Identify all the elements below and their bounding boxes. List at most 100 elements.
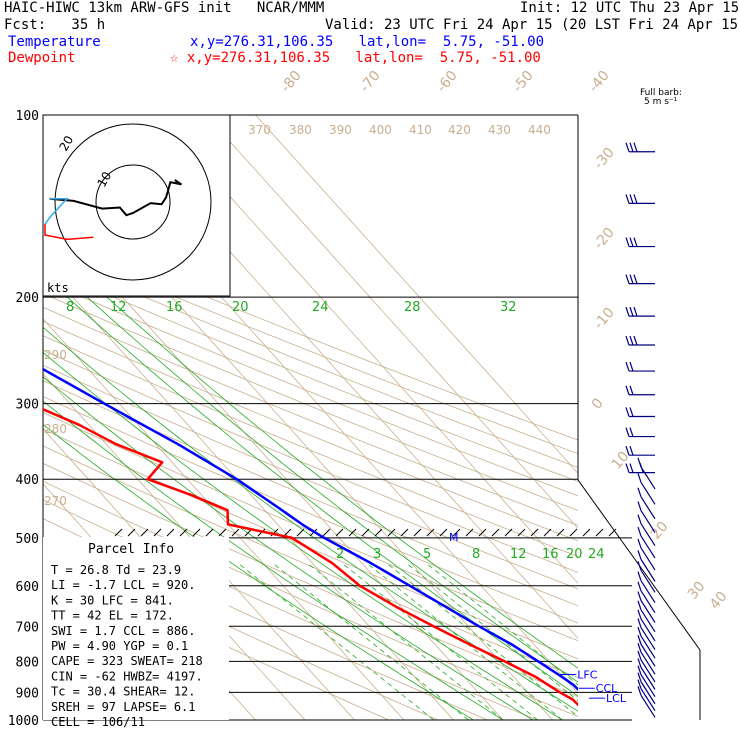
- wind-barb-flag: [629, 445, 634, 456]
- pressure-label-200: 200: [16, 291, 39, 306]
- level-label-ccl: CCL: [596, 682, 618, 695]
- hatch-mark: [192, 528, 201, 537]
- wind-barb-flag: [637, 526, 642, 537]
- parcel-info-row-6: CAPE = 323 SWEAT= 218: [51, 654, 203, 668]
- temp-label-12: 40: [707, 589, 731, 613]
- dry-adiabat: [43, 335, 578, 557]
- theta-e-label-0: 8: [66, 300, 74, 315]
- wind-barb-flag: [637, 487, 642, 497]
- wind-barb-flag: [637, 672, 642, 682]
- wind-barb-flag: [629, 463, 634, 473]
- temp-label-1: -70: [357, 68, 384, 96]
- wind-barb-flag: [629, 306, 634, 317]
- hatch-mark: [413, 528, 422, 537]
- freezing-level-marker: M: [449, 531, 459, 544]
- hatch-mark: [374, 528, 383, 537]
- wind-barb-staff: [640, 510, 656, 533]
- wind-barb-flag: [629, 274, 634, 284]
- hatch-mark: [491, 528, 500, 537]
- wind-barb-staff: [640, 643, 656, 667]
- theta-label-6: 430: [488, 123, 511, 137]
- temp-label-5: -30: [591, 145, 618, 173]
- wind-barb-flag: [633, 194, 638, 204]
- wind-barb-staff: [640, 547, 656, 571]
- parcel-info-row-0: T = 26.8 Td = 23.9: [51, 563, 181, 577]
- mixing-ratio-label-4: 12: [510, 547, 527, 562]
- wind-barb-flag: [629, 194, 634, 204]
- dewpoint-label: Dewpoint: [8, 50, 76, 66]
- pressure-label-600: 600: [16, 580, 39, 595]
- parcel-info-box: Parcel Info T = 26.8 Td = 23.9LI = -1.7 L…: [43, 537, 229, 729]
- hatch-mark: [439, 528, 448, 537]
- wind-barb-flag: [633, 306, 638, 317]
- wind-barb-flag: [637, 473, 642, 483]
- temp-label-7: -10: [591, 305, 618, 333]
- hatch-mark: [556, 528, 565, 537]
- hatch-mark: [465, 528, 474, 537]
- hatch-mark: [452, 528, 461, 537]
- temperature-position: x,y=276.31,106.35 lat,lon= 5.75, -51.00: [190, 34, 545, 50]
- hodograph-trace-lower: [44, 224, 94, 241]
- hodo-unit-label: kts: [47, 281, 69, 295]
- wind-barb-flag: [625, 385, 630, 395]
- theta-label-2: 390: [329, 123, 352, 137]
- wind-barb-flag: [629, 335, 634, 346]
- temp-label-4: -40: [586, 68, 613, 96]
- wind-barb-flag: [637, 635, 642, 645]
- isotherm-line: [205, 115, 578, 529]
- mixing-ratio-line: [306, 562, 504, 720]
- hodograph-trace: [49, 179, 182, 217]
- temperature-profile: [43, 367, 578, 692]
- theta-label-0: 370: [248, 123, 271, 137]
- wind-barb-flag: [637, 581, 642, 591]
- hodo-ring-label-20: 20: [56, 133, 76, 153]
- dry-adiabat: [43, 306, 578, 526]
- dry-adiabat: [43, 266, 578, 482]
- level-labels: ELLFCCCLLCLM: [449, 531, 627, 705]
- theta-e-label-3: 20: [232, 300, 249, 315]
- theta-labels: 370 380 390 400 410 420 430 440 290 280 270: [44, 123, 551, 508]
- pressure-label-700: 700: [16, 620, 39, 635]
- theta-label-10: 270: [44, 494, 67, 508]
- wind-barb-staff: [640, 535, 656, 559]
- dry-adiabat: [43, 364, 578, 590]
- temp-label-0: -80: [278, 68, 305, 96]
- wind-barb-flag: [625, 142, 630, 152]
- temp-label-9: 10: [609, 449, 633, 473]
- dewpoint-profile: [43, 407, 578, 707]
- wind-barb-flag: [625, 274, 630, 284]
- isotherm-line: [255, 115, 578, 474]
- hatch-mark: [179, 528, 188, 537]
- dry-adiabat: [43, 240, 578, 455]
- wind-barb-flag: [629, 385, 634, 395]
- hatch-mark: [543, 528, 552, 537]
- wind-barb-flag: [637, 642, 642, 653]
- wind-barb-staff: [640, 681, 656, 705]
- hatch-mark: [166, 528, 175, 537]
- hatch-mark: [504, 528, 513, 537]
- pressure-label-400: 400: [16, 473, 39, 488]
- temp-label-11: 30: [685, 579, 709, 603]
- parcel-info-row-5: PW = 4.90 YGP = 0.1: [51, 639, 188, 653]
- dry-adiabat: [43, 412, 578, 642]
- hatch-mark: [400, 528, 409, 537]
- theta-label-1: 380: [289, 123, 312, 137]
- mixing-ratio-line: [237, 562, 434, 720]
- wind-barb-flag: [637, 665, 642, 675]
- wind-barb-staff: [640, 496, 656, 520]
- theta-label-8: 290: [44, 348, 67, 362]
- isotherm-line: [0, 115, 8, 720]
- wind-barb-staff: [640, 590, 656, 614]
- mixing-ratio-line: [425, 562, 578, 686]
- wind-barb-flag: [637, 600, 642, 611]
- hodo-ring-label-10: 10: [94, 169, 114, 189]
- dry-adiabat: [43, 349, 578, 573]
- mixing-ratio-label-2: 5: [423, 547, 431, 562]
- dry-adiabat: [43, 428, 578, 660]
- wind-barb-staff: [640, 674, 656, 697]
- init-time: Init: 12 UTC Thu 23 Apr 15: [520, 0, 740, 16]
- dry-adiabat: [43, 480, 578, 717]
- dry-adiabat: [43, 293, 578, 511]
- wind-barb-flag: [637, 514, 642, 524]
